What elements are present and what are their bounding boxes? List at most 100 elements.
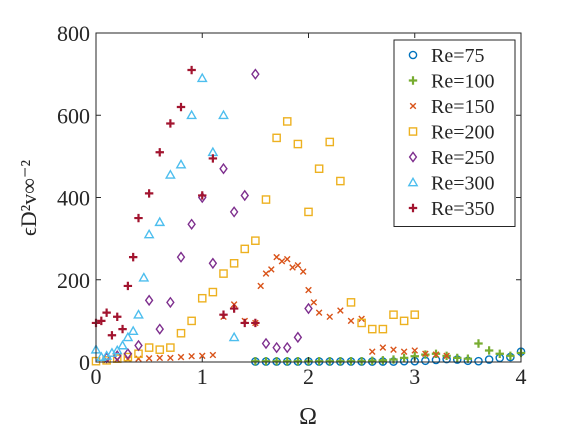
data-point [347,317,355,325]
data-point [474,356,483,366]
legend-label: Re=350 [431,198,495,220]
data-point [167,354,174,362]
legend-marker [407,176,419,187]
data-point [261,195,271,204]
data-point [123,352,133,362]
data-point [282,341,292,354]
data-point [134,213,143,223]
legend-label: Re=250 [431,147,495,169]
data-point [368,356,377,365]
data-point [367,324,377,334]
data-point [197,293,207,303]
data-point [304,207,313,217]
data-point [219,162,228,175]
data-point [198,352,206,360]
x-tick-label: 2 [303,364,314,389]
data-point [314,356,324,366]
data-point [118,324,127,334]
data-point [251,236,260,245]
legend: Re=75 Re=100 Re=150 Re=200 Re=250 Re=300 Re=35… [393,39,516,227]
data-point [113,312,122,321]
data-point [506,351,515,361]
data-point [411,347,419,354]
y-tick-label: 400 [57,186,90,211]
data-point [228,331,240,342]
data-point [399,353,409,363]
data-point [422,350,429,358]
data-point [138,272,150,282]
data-point [293,331,303,344]
data-point [273,253,280,261]
data-point [187,218,196,231]
data-point [156,354,164,362]
y-axis-label: ϵD²v∞⁻² [16,159,41,236]
data-point [283,356,292,366]
legend-label: Re=75 [431,45,485,67]
data-point [229,304,239,313]
data-point [378,324,388,334]
data-point [410,310,420,320]
data-point [432,351,440,358]
data-point [272,133,281,143]
data-point [484,346,494,355]
data-point [443,352,450,360]
data-point [188,352,195,360]
data-point [240,189,250,202]
data-point [144,343,154,352]
data-point [336,356,345,366]
x-tick-label: 4 [516,364,527,389]
data-point [346,356,356,366]
legend-marker [408,76,418,85]
data-point [208,257,218,270]
data-point [289,264,296,271]
data-point [379,344,387,351]
data-point [229,259,239,268]
data-point [294,262,302,269]
data-point [196,72,208,83]
series-re-350 [91,65,260,340]
legend-label: Re=100 [431,71,495,93]
legend-marker [408,203,418,213]
data-point [97,316,106,326]
data-point [268,266,275,273]
data-point [251,68,260,80]
data-point [176,251,186,263]
data-point [257,282,264,290]
data-point [453,353,462,363]
data-point [251,356,260,366]
data-point [186,109,198,120]
data-point [310,299,318,306]
data-point [390,346,397,353]
legend-marker [408,127,418,136]
data-point [304,302,313,315]
data-point [229,206,239,218]
data-point [474,339,483,348]
data-point [495,349,504,358]
data-point [209,351,217,359]
data-point [155,345,165,354]
data-point [144,189,154,198]
x-tick-label: 0 [91,364,102,389]
data-point [145,355,153,362]
data-point [314,164,324,174]
legend-label: Re=150 [431,96,495,118]
legend-marker [409,102,417,110]
data-point [155,148,164,157]
data-point [117,339,128,350]
series-re-250 [102,68,313,364]
axes: 0 1 2 3 4 0 200 400 600 800 [57,21,527,389]
data-point [198,191,207,200]
data-point [143,228,155,239]
data-point [251,318,260,328]
legend-marker [408,50,418,60]
data-point [293,139,303,149]
data-point [357,356,366,366]
data-point [122,331,134,342]
y-tick-label: 200 [57,268,90,293]
legend-label: Re=300 [431,173,495,195]
data-point [208,287,218,297]
y-tick-label: 600 [57,103,90,128]
data-point [357,318,366,328]
